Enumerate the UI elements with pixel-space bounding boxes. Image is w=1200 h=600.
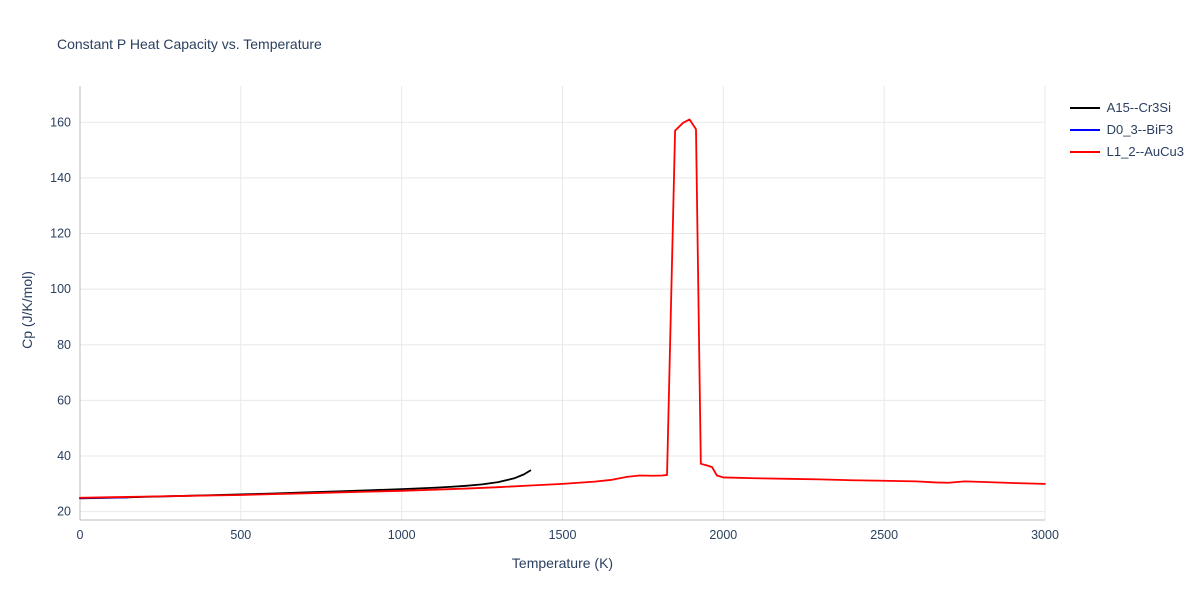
legend: A15--Cr3Si D0_3--BiF3 L1_2--AuCu3 <box>1069 100 1184 159</box>
series-line-L1_2--AuCu3 <box>79 118 1046 499</box>
legend-item-l12-aucu3[interactable]: L1_2--AuCu3 <box>1069 144 1184 159</box>
x-tick-label: 2500 <box>870 528 898 542</box>
y-tick-label: 20 <box>57 505 71 519</box>
legend-item-a15-cr3si[interactable]: A15--Cr3Si <box>1069 100 1171 115</box>
x-tick-label: 1000 <box>388 528 416 542</box>
y-tick-label: 80 <box>57 338 71 352</box>
x-tick-label: 500 <box>230 528 251 542</box>
chart-title: Constant P Heat Capacity vs. Temperature <box>57 36 322 52</box>
legend-label: L1_2--AuCu3 <box>1106 144 1184 159</box>
y-tick-label: 100 <box>50 282 71 296</box>
y-axis-title: Cp (J/K/mol) <box>19 271 35 349</box>
legend-swatch-blue-line <box>1069 128 1100 131</box>
x-tick-label: 0 <box>77 528 84 542</box>
y-tick-label: 140 <box>50 171 71 185</box>
x-axis-title: Temperature (K) <box>511 555 614 571</box>
legend-swatch-red-line <box>1069 150 1100 153</box>
legend-swatch-black-line <box>1069 106 1100 109</box>
y-tick-label: 40 <box>57 449 71 463</box>
legend-label: A15--Cr3Si <box>1106 100 1171 115</box>
y-tick-label: 60 <box>57 393 71 407</box>
y-tick-label: 160 <box>50 115 71 129</box>
x-tick-label: 1500 <box>549 528 577 542</box>
legend-item-d03-bif3[interactable]: D0_3--BiF3 <box>1069 122 1174 137</box>
x-tick-label: 2000 <box>709 528 737 542</box>
legend-label: D0_3--BiF3 <box>1106 122 1174 137</box>
x-tick-label: 3000 <box>1031 528 1059 542</box>
y-tick-label: 120 <box>50 227 71 241</box>
